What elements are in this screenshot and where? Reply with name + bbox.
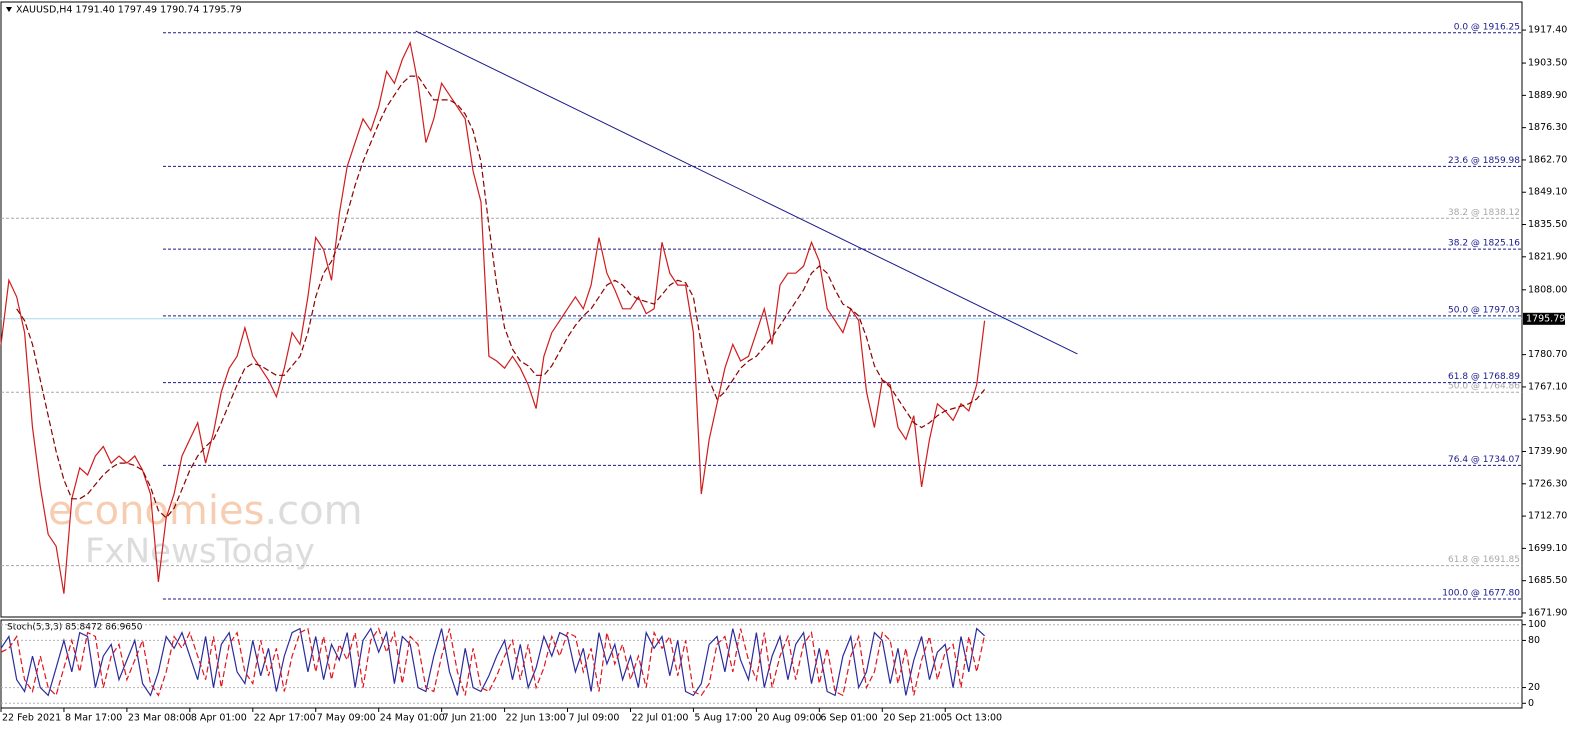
watermark-suffix: .com bbox=[264, 488, 362, 534]
y-tick-label: 1780.70 bbox=[1528, 349, 1567, 360]
fib-label: 38.2 @ 1838.12 bbox=[1448, 208, 1520, 218]
y-tick-label: 1712.70 bbox=[1528, 511, 1567, 522]
y-tick-label: 1753.50 bbox=[1528, 414, 1567, 425]
x-tick-label: 20 Aug 09:00 bbox=[757, 713, 821, 724]
x-tick-label: 8 Mar 17:00 bbox=[65, 713, 122, 724]
x-tick-label: 22 Jul 01:00 bbox=[631, 713, 688, 724]
y-tick-label: 1739.90 bbox=[1528, 446, 1567, 457]
y-tick-label: 100 bbox=[1528, 619, 1546, 630]
y-tick-label: 80 bbox=[1528, 635, 1540, 646]
x-tick-label: 7 Jul 09:00 bbox=[569, 713, 620, 724]
fib-label: 76.4 @ 1734.07 bbox=[1448, 455, 1520, 465]
y-tick-label: 1699.10 bbox=[1528, 543, 1567, 554]
fib-label: 0.0 @ 1916.25 bbox=[1454, 22, 1520, 32]
watermark: economies.com bbox=[48, 488, 363, 534]
x-tick-label: 7 Jun 21:00 bbox=[443, 713, 497, 724]
stoch-title: Stoch(5,3,3) 85.8472 86.9650 bbox=[7, 623, 143, 633]
x-tick-label: 22 Jun 13:00 bbox=[506, 713, 566, 724]
x-tick-label: 5 Oct 13:00 bbox=[946, 713, 1002, 724]
series-line bbox=[0, 627, 986, 697]
y-tick-label: 1917.40 bbox=[1528, 25, 1567, 36]
y-tick-label: 1808.00 bbox=[1528, 284, 1567, 295]
y-tick-label: 1726.30 bbox=[1528, 478, 1567, 489]
y-tick-label: 20 bbox=[1528, 682, 1540, 693]
collapse-icon bbox=[6, 7, 12, 12]
y-tick-label: 1903.50 bbox=[1528, 58, 1567, 69]
fib-label: 50.0 @ 1797.03 bbox=[1448, 305, 1520, 315]
y-tick-label: 1685.50 bbox=[1528, 575, 1567, 586]
y-tick-label: 1849.10 bbox=[1528, 187, 1567, 198]
y-tick-label: 1671.90 bbox=[1528, 607, 1567, 618]
x-tick-label: 22 Apr 17:00 bbox=[254, 713, 316, 724]
y-tick-label: 1889.90 bbox=[1528, 90, 1567, 101]
y-tick-label: 1821.90 bbox=[1528, 251, 1567, 262]
stoch-panel bbox=[0, 619, 1523, 709]
fib-label: 50.0 @ 1764.86 bbox=[1448, 382, 1520, 392]
x-tick-label: 6 Sep 01:00 bbox=[820, 713, 877, 724]
fib-label: 38.2 @ 1825.16 bbox=[1448, 239, 1520, 249]
series-line bbox=[0, 40, 986, 594]
x-tick-label: 8 Apr 01:00 bbox=[191, 713, 247, 724]
current-price-label: 1795.79 bbox=[1526, 313, 1565, 324]
y-tick-label: 1767.10 bbox=[1528, 381, 1567, 392]
trendline bbox=[415, 30, 1078, 355]
x-tick-label: 20 Sep 21:00 bbox=[883, 713, 946, 724]
y-tick-label: 1876.30 bbox=[1528, 122, 1567, 133]
x-tick-label: 24 May 01:00 bbox=[380, 713, 445, 724]
fib-label: 100.0 @ 1677.80 bbox=[1442, 588, 1520, 598]
fib-label: 23.6 @ 1859.98 bbox=[1448, 156, 1520, 166]
x-tick-label: 22 Feb 2021 bbox=[2, 713, 61, 724]
watermark-line2: FxNewsToday bbox=[85, 532, 315, 572]
fib-label: 61.8 @ 1768.89 bbox=[1448, 372, 1520, 382]
x-tick-label: 5 Aug 17:00 bbox=[694, 713, 752, 724]
chart-title: XAUUSD,H4 1791.40 1797.49 1790.74 1795.7… bbox=[16, 5, 242, 16]
x-tick-label: 7 May 09:00 bbox=[317, 713, 376, 724]
series-line bbox=[16, 75, 986, 519]
main-panel bbox=[0, 1, 1523, 618]
watermark-brand: economies bbox=[48, 488, 264, 534]
fib-label: 61.8 @ 1691.85 bbox=[1448, 555, 1520, 565]
current-price-box bbox=[1523, 312, 1565, 325]
y-tick-label: 1835.50 bbox=[1528, 219, 1567, 230]
y-tick-label: 1862.70 bbox=[1528, 154, 1567, 165]
series-line bbox=[0, 627, 986, 697]
x-tick-label: 23 Mar 08:00 bbox=[128, 713, 191, 724]
y-tick-label: 0 bbox=[1528, 698, 1534, 709]
